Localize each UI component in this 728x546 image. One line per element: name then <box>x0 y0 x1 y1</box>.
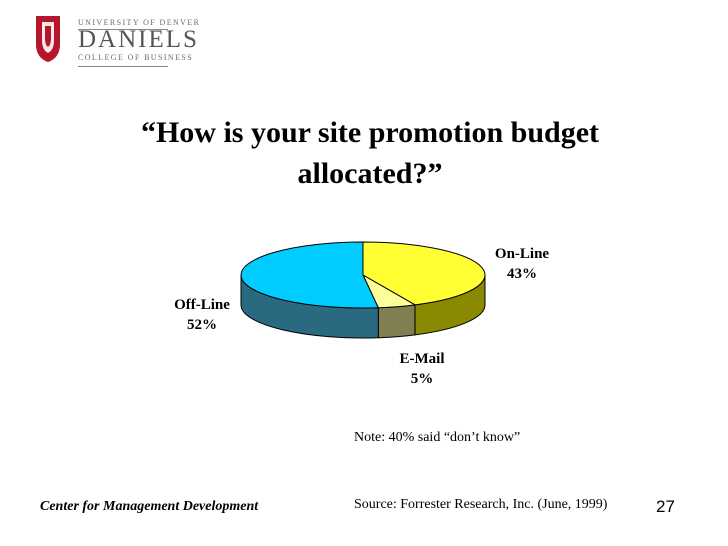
logo-university-text: UNIVERSITY OF DENVER <box>78 18 201 27</box>
logo-wordmark: UNIVERSITY OF DENVER DANIELS COLLEGE OF … <box>78 18 200 62</box>
page-number: 27 <box>656 497 675 516</box>
label-online-value: 43% <box>507 266 537 282</box>
university-seal-logo <box>36 16 60 62</box>
label-offline-name: Off-Line <box>174 297 230 313</box>
slide-title: “How is your site promotion budget alloc… <box>60 112 680 194</box>
logo-rule-top <box>78 29 168 30</box>
label-email-name: E-Mail <box>399 351 445 367</box>
pie-side-email <box>377 304 416 339</box>
logo-name-text: DANIELS <box>78 26 199 53</box>
logo-college-text: COLLEGE OF BUSINESS <box>78 53 194 62</box>
label-email-value: 5% <box>410 371 434 387</box>
note-text: Note: 40% said “don’t know” <box>354 430 521 445</box>
label-online: On-Line 43% <box>482 244 562 284</box>
label-offline: Off-Line 52% <box>162 295 242 335</box>
label-offline-value: 52% <box>187 317 217 333</box>
label-online-name: On-Line <box>494 246 550 262</box>
logo-rule-bottom <box>78 66 168 67</box>
pie-slice-offline <box>240 241 380 309</box>
footer-organization: Center for Management Development <box>40 499 259 514</box>
pie-slice-online <box>362 241 486 306</box>
slide-title-line2: allocated?” <box>297 157 443 190</box>
label-email: E-Mail 5% <box>382 349 462 389</box>
slide-title-line1: “How is your site promotion budget <box>140 116 600 149</box>
source-citation: Source: Forrester Research, Inc. (June, … <box>354 497 608 512</box>
